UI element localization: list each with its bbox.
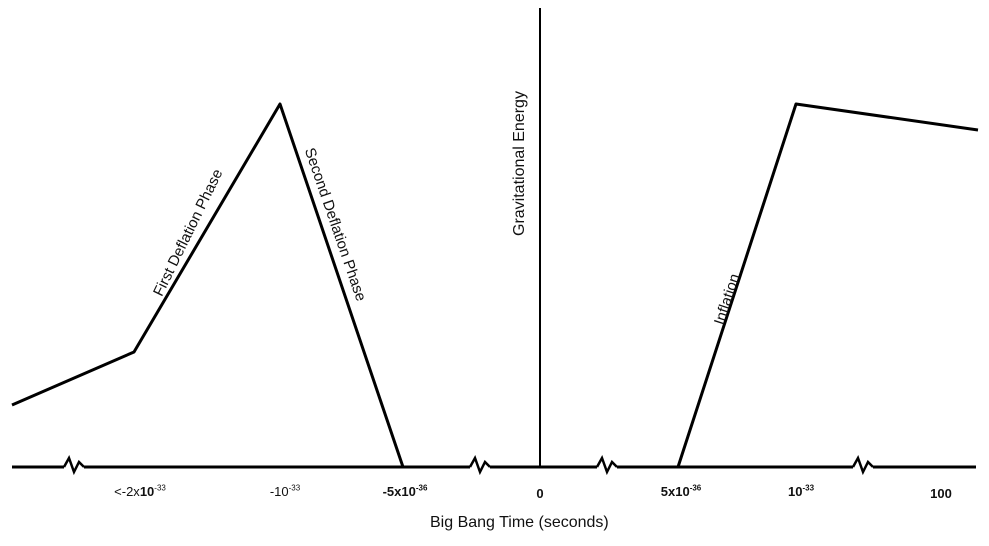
tick-label-neg-5e-36: -5x10-36	[382, 483, 428, 499]
tick-label-5e-36: 5x10-36	[660, 483, 702, 499]
axis-break-mark	[468, 454, 491, 476]
x-axis-label: Big Bang Time (seconds)	[430, 514, 609, 531]
tick-label-zero: 0	[536, 486, 544, 501]
inflation-curve	[676, 102, 979, 468]
tick-label-1e-33: 10-33	[787, 483, 815, 499]
tick-label-neg-1e-33: -10-33	[269, 483, 301, 499]
axis-break-mark	[595, 454, 618, 476]
axis-break-mark	[62, 454, 85, 476]
deflation-curve	[11, 102, 405, 468]
tick-label-100: 100	[930, 486, 952, 501]
tick-label-neg-2e-33: <-2x10-33	[114, 483, 166, 499]
axis-break-mark	[851, 454, 874, 476]
y-axis-label: Gravitational Energy	[511, 91, 528, 236]
